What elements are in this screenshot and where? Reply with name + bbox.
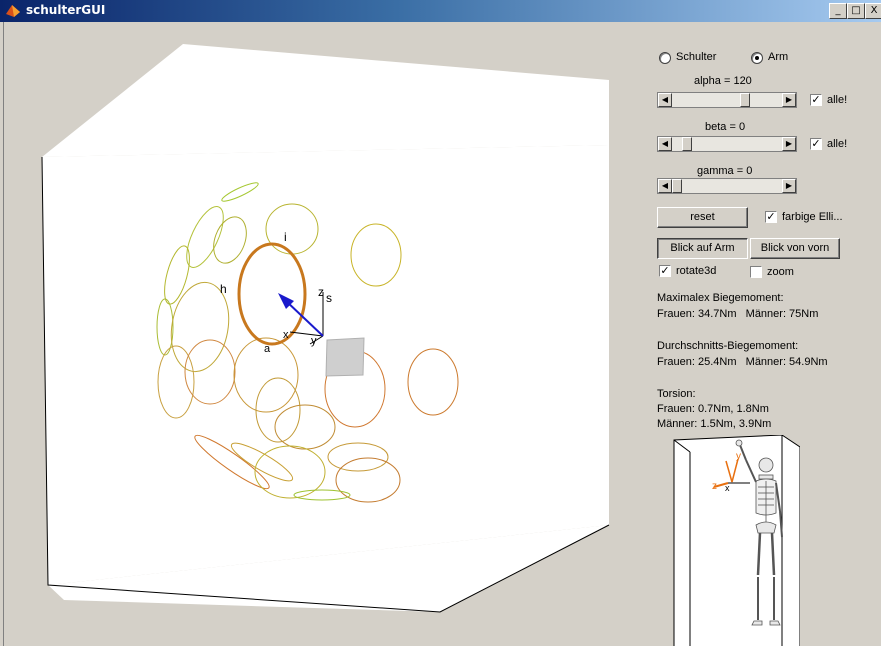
beta-label: beta = 0: [705, 121, 746, 133]
label-i: i: [284, 230, 287, 244]
max-moment-title: Maximalex Biegemoment:: [657, 292, 784, 304]
skeleton-icon: [735, 439, 783, 626]
maximize-button[interactable]: □: [847, 3, 865, 19]
ellipse: [186, 206, 224, 268]
slider-right-arrow-icon[interactable]: ▶: [782, 93, 796, 107]
ellipse-group: [156, 182, 459, 503]
close-button[interactable]: X: [865, 3, 881, 19]
slider-left-arrow-icon[interactable]: ◀: [658, 93, 672, 107]
beta-alle-checkbox[interactable]: ✓: [810, 138, 822, 150]
label-h: h: [220, 282, 227, 296]
label-a: a: [264, 343, 271, 355]
ellipse: [230, 442, 294, 482]
ellipse: [327, 442, 389, 472]
ellipse: [221, 182, 259, 202]
direction-arrow-head: [278, 293, 294, 309]
inset-box: [674, 435, 800, 646]
ellipse: [335, 457, 401, 503]
ellipse: [254, 445, 326, 499]
beta-slider[interactable]: ◀ ▶: [657, 136, 797, 152]
slider-thumb[interactable]: [672, 179, 682, 193]
slider-thumb[interactable]: [740, 93, 750, 107]
alpha-slider[interactable]: ◀ ▶: [657, 92, 797, 108]
slider-left-arrow-icon[interactable]: ◀: [658, 137, 672, 151]
alpha-alle-checkbox[interactable]: ✓: [810, 94, 822, 106]
inset-box-edge: [673, 439, 691, 453]
3d-plot-axes[interactable]: i h z s x y a: [0, 22, 640, 646]
avg-moment-title: Durchschnitts-Biegemoment:: [657, 340, 799, 352]
window-title: schulterGUI: [26, 3, 106, 17]
slider-right-arrow-icon[interactable]: ▶: [782, 137, 796, 151]
title-bar: schulterGUI _ □ X: [0, 0, 881, 22]
label-x: x: [283, 329, 289, 341]
beta-alle-label: alle!: [827, 138, 848, 150]
label-y: y: [311, 335, 317, 347]
inset-label-y: y: [736, 451, 741, 462]
label-z: z: [318, 285, 324, 299]
matlab-logo-icon: [6, 5, 20, 17]
avg-moment-values: Frauen: 25.4Nm Männer: 54.9Nm: [657, 356, 828, 368]
shoulder-plane: [325, 337, 365, 377]
ellipse: [157, 345, 195, 419]
skeleton-view[interactable]: z x y: [670, 435, 800, 646]
inset-box-edge: [673, 435, 800, 646]
gamma-label: gamma = 0: [697, 165, 753, 177]
ellipse: [170, 281, 230, 373]
inset-axis-z-line: [713, 482, 729, 488]
gamma-slider[interactable]: ◀ ▶: [657, 178, 797, 194]
direction-arrow-line: [284, 299, 324, 337]
slider-right-arrow-icon[interactable]: ▶: [782, 179, 796, 193]
rotate3d-checkbox[interactable]: ✓: [659, 265, 671, 277]
radio-arm[interactable]: [751, 52, 763, 64]
alpha-label: alpha = 120: [694, 75, 752, 87]
plot-box-edge: [41, 156, 610, 613]
farbige-checkbox[interactable]: ✓: [765, 211, 777, 223]
radio-schulter[interactable]: [659, 52, 671, 64]
torsion-frauen: Frauen: 0.7Nm, 1.8Nm: [657, 403, 769, 415]
radio-dot: [755, 56, 759, 60]
ellipse: [233, 337, 299, 413]
zoom-checkbox[interactable]: [750, 266, 762, 278]
label-s: s: [326, 291, 332, 305]
axis-x-line: [289, 331, 324, 337]
radio-schulter-label: Schulter: [676, 51, 717, 63]
inset-axis-line: [731, 458, 739, 483]
slider-thumb[interactable]: [682, 137, 692, 151]
ellipse: [293, 489, 351, 501]
highlighted-ellipse: [237, 242, 307, 346]
inset-axis-line: [725, 460, 733, 483]
radio-arm-label: Arm: [768, 51, 789, 63]
window-left-border: [0, 22, 4, 646]
ellipse: [350, 223, 402, 287]
zoom-label: zoom: [767, 266, 794, 278]
plot-box-bottom-face: [48, 525, 609, 612]
ellipse: [213, 216, 247, 264]
minimize-button[interactable]: _: [829, 3, 847, 19]
inset-label-z: z: [712, 481, 717, 492]
ellipse: [156, 298, 174, 356]
ellipse: [194, 434, 270, 490]
ellipse: [274, 404, 336, 450]
torsion-title: Torsion:: [657, 388, 696, 400]
alpha-alle-label: alle!: [827, 94, 848, 106]
farbige-label: farbige Elli...: [782, 211, 843, 223]
reset-button[interactable]: reset: [657, 207, 748, 228]
rotate3d-label: rotate3d: [676, 265, 717, 277]
torsion-maenner: Männer: 1.5Nm, 3.9Nm: [657, 418, 772, 430]
ellipse: [184, 339, 236, 405]
blick-von-vorn-button[interactable]: Blick von vorn: [750, 238, 840, 259]
max-moment-values: Frauen: 34.7Nm Männer: 75Nm: [657, 308, 819, 320]
slider-left-arrow-icon[interactable]: ◀: [658, 179, 672, 193]
inset-label-x: x: [725, 483, 730, 493]
plot-box-top-face: [42, 44, 609, 157]
ellipse: [407, 348, 459, 416]
ellipse: [255, 377, 301, 443]
axis-y-line: [309, 335, 324, 345]
blick-auf-arm-button[interactable]: Blick auf Arm: [657, 238, 748, 259]
plot-box-front-face: [42, 145, 609, 585]
